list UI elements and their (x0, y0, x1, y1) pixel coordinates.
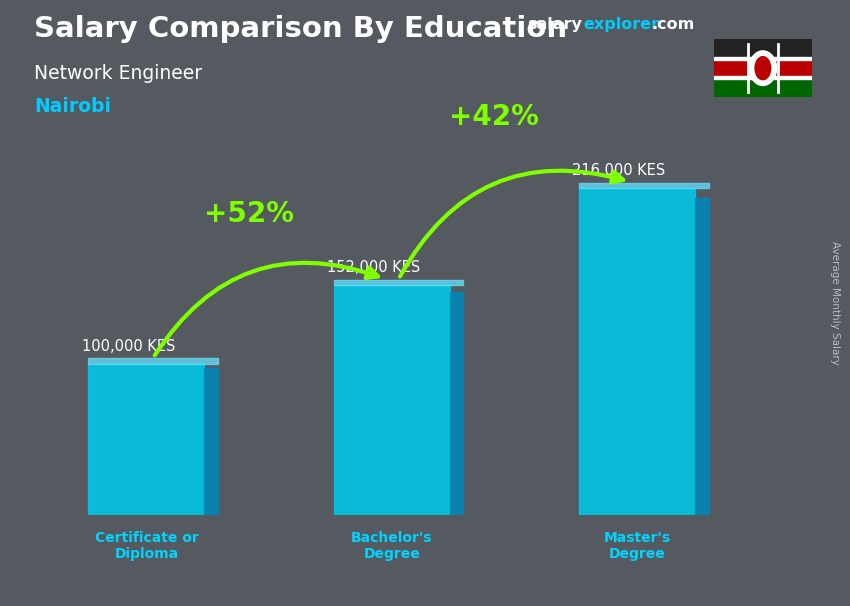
Text: Bachelor's
Degree: Bachelor's Degree (351, 531, 433, 561)
Bar (714, 57, 812, 60)
Text: .com: .com (651, 17, 694, 32)
Text: Certificate or
Diploma: Certificate or Diploma (94, 531, 198, 561)
Text: Network Engineer: Network Engineer (34, 64, 202, 82)
Text: salary: salary (527, 17, 582, 32)
Bar (579, 188, 695, 515)
Text: 216,000 KES: 216,000 KES (572, 163, 666, 178)
Bar (334, 285, 450, 515)
Ellipse shape (755, 56, 771, 79)
Bar (695, 198, 709, 515)
Polygon shape (334, 280, 463, 285)
Bar (714, 39, 812, 59)
Bar (204, 368, 218, 515)
Bar (714, 59, 812, 78)
Text: Salary Comparison By Education: Salary Comparison By Education (34, 15, 567, 43)
Polygon shape (88, 359, 218, 364)
Bar (88, 364, 204, 515)
Text: 100,000 KES: 100,000 KES (82, 339, 175, 354)
Text: Nairobi: Nairobi (34, 97, 111, 116)
Text: explorer: explorer (583, 17, 660, 32)
Text: Master's
Degree: Master's Degree (604, 531, 671, 561)
Bar (714, 76, 812, 79)
Ellipse shape (749, 51, 777, 85)
Text: Average Monthly Salary: Average Monthly Salary (830, 241, 840, 365)
Text: +42%: +42% (449, 103, 539, 131)
Text: 152,000 KES: 152,000 KES (327, 260, 420, 275)
Text: +52%: +52% (204, 200, 293, 228)
Polygon shape (579, 183, 709, 188)
Bar (450, 291, 463, 515)
Bar (714, 78, 812, 97)
